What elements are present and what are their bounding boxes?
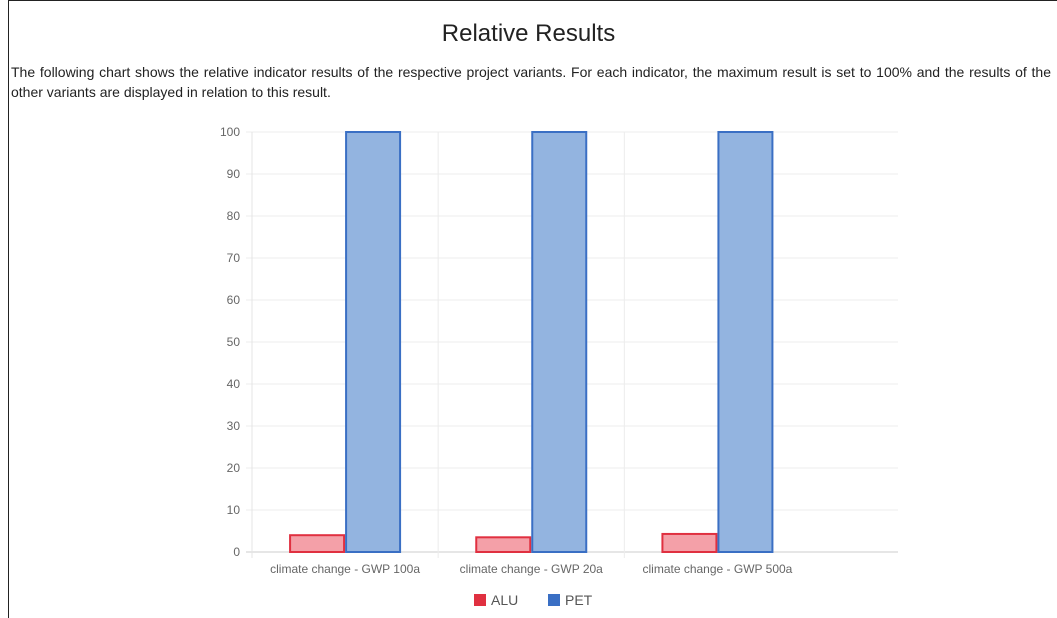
legend-swatch-alu — [474, 594, 486, 606]
bar-pet — [345, 131, 402, 553]
x-tick-label: climate change - GWP 500a — [642, 562, 792, 576]
y-tick-label: 0 — [233, 545, 240, 559]
bar-pet — [717, 131, 774, 553]
report-section — [8, 0, 1057, 618]
legend[interactable]: ALU PET — [474, 592, 593, 608]
bars — [289, 131, 774, 554]
chart-description: The following chart shows the relative i… — [11, 64, 1051, 100]
y-axis: 0 10 20 30 40 50 60 70 80 90 100 — [220, 125, 240, 559]
x-tick-label: climate change - GWP 20a — [460, 562, 604, 576]
y-tick-label: 50 — [227, 335, 241, 349]
y-tick-label: 80 — [227, 209, 241, 223]
y-tick-label: 60 — [227, 293, 241, 307]
bar-alu — [475, 536, 532, 553]
y-tick-label: 20 — [227, 461, 241, 475]
x-axis: climate change - GWP 100a climate change … — [270, 562, 793, 576]
x-tick-label: climate change - GWP 100a — [270, 562, 420, 576]
y-tick-label: 30 — [227, 419, 241, 433]
page-title: Relative Results — [441, 20, 616, 47]
y-tick-label: 10 — [227, 503, 241, 517]
y-tick-label: 40 — [227, 377, 241, 391]
bar-alu — [661, 532, 718, 554]
legend-label-pet: PET — [565, 592, 593, 608]
bar-alu — [289, 534, 346, 554]
y-tick-label: 70 — [227, 251, 241, 265]
bar-pet — [531, 131, 588, 553]
legend-swatch-pet — [548, 594, 560, 606]
y-tick-label: 100 — [220, 125, 240, 139]
y-tick-label: 90 — [227, 167, 241, 181]
legend-label-alu: ALU — [491, 592, 518, 608]
